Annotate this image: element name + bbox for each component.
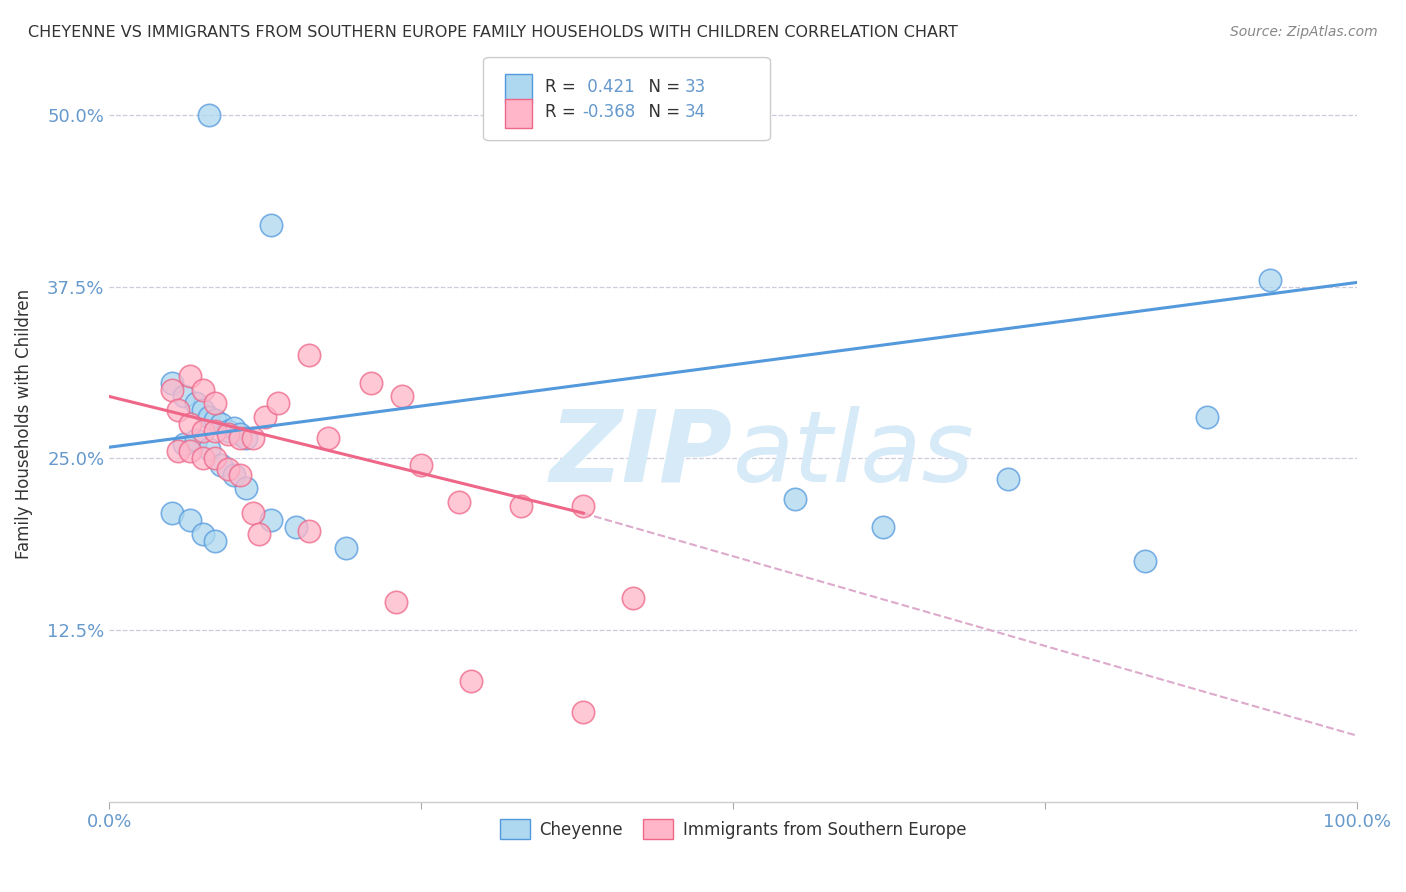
Point [222,421,245,435]
Text: atlas: atlas [733,406,974,502]
Point [229,467,252,482]
Legend: Cheyenne, Immigrants from Southern Europe: Cheyenne, Immigrants from Southern Europ… [494,813,973,847]
Point [179,444,201,458]
Point [572,500,595,514]
Point [285,520,308,534]
Point [335,541,357,555]
Point [173,389,195,403]
Point [166,444,188,458]
Point [997,472,1019,486]
Point [391,389,413,403]
Text: -0.368: -0.368 [582,103,636,121]
Point [204,451,226,466]
Point [872,520,894,534]
Point [209,458,232,472]
Point [1258,273,1281,287]
Point [785,492,807,507]
Point [179,368,201,383]
Point [242,506,264,520]
Point [160,376,183,390]
Text: CHEYENNE VS IMMIGRANTS FROM SOUTHERN EUROPE FAMILY HOUSEHOLDS WITH CHILDREN CORR: CHEYENNE VS IMMIGRANTS FROM SOUTHERN EUR… [28,25,957,40]
Point [242,431,264,445]
Point [191,424,214,438]
FancyBboxPatch shape [505,74,531,103]
Point [621,591,644,606]
Point [204,413,226,427]
Point [254,410,277,425]
Text: N =: N = [638,103,686,121]
Point [316,431,339,445]
Point [186,396,208,410]
Point [229,431,252,445]
Point [460,673,482,688]
Point [204,424,226,438]
Point [229,426,252,441]
Point [266,396,288,410]
Point [572,706,595,720]
Point [447,495,470,509]
Text: Source: ZipAtlas.com: Source: ZipAtlas.com [1230,25,1378,39]
Text: N =: N = [638,78,686,96]
Point [217,426,239,441]
Point [160,383,183,397]
Text: R =: R = [544,103,581,121]
Text: 33: 33 [685,78,706,96]
Point [173,437,195,451]
Point [204,396,226,410]
Point [186,434,208,448]
Point [179,417,201,431]
Point [298,524,321,538]
FancyBboxPatch shape [484,58,770,141]
Point [191,526,214,541]
Text: ZIP: ZIP [550,406,733,502]
Text: R =: R = [544,78,581,96]
Point [191,383,214,397]
Text: 0.421: 0.421 [582,78,636,96]
Point [510,500,533,514]
Point [360,376,382,390]
Point [217,462,239,476]
Point [160,506,183,520]
Point [179,513,201,527]
Text: 34: 34 [685,103,706,121]
Point [191,451,214,466]
Point [260,218,283,232]
Point [198,442,221,456]
Point [209,417,232,431]
Y-axis label: Family Households with Children: Family Households with Children [15,289,32,559]
Point [235,431,257,445]
Point [385,595,408,609]
Point [204,533,226,548]
Point [1197,410,1219,425]
Point [217,424,239,438]
Point [198,108,221,122]
Point [247,526,270,541]
Point [260,513,283,527]
Point [191,403,214,417]
Point [166,403,188,417]
Point [235,482,257,496]
Point [298,348,321,362]
Point [1133,554,1156,568]
Point [222,467,245,482]
Point [409,458,432,472]
Point [198,410,221,425]
FancyBboxPatch shape [505,99,531,128]
